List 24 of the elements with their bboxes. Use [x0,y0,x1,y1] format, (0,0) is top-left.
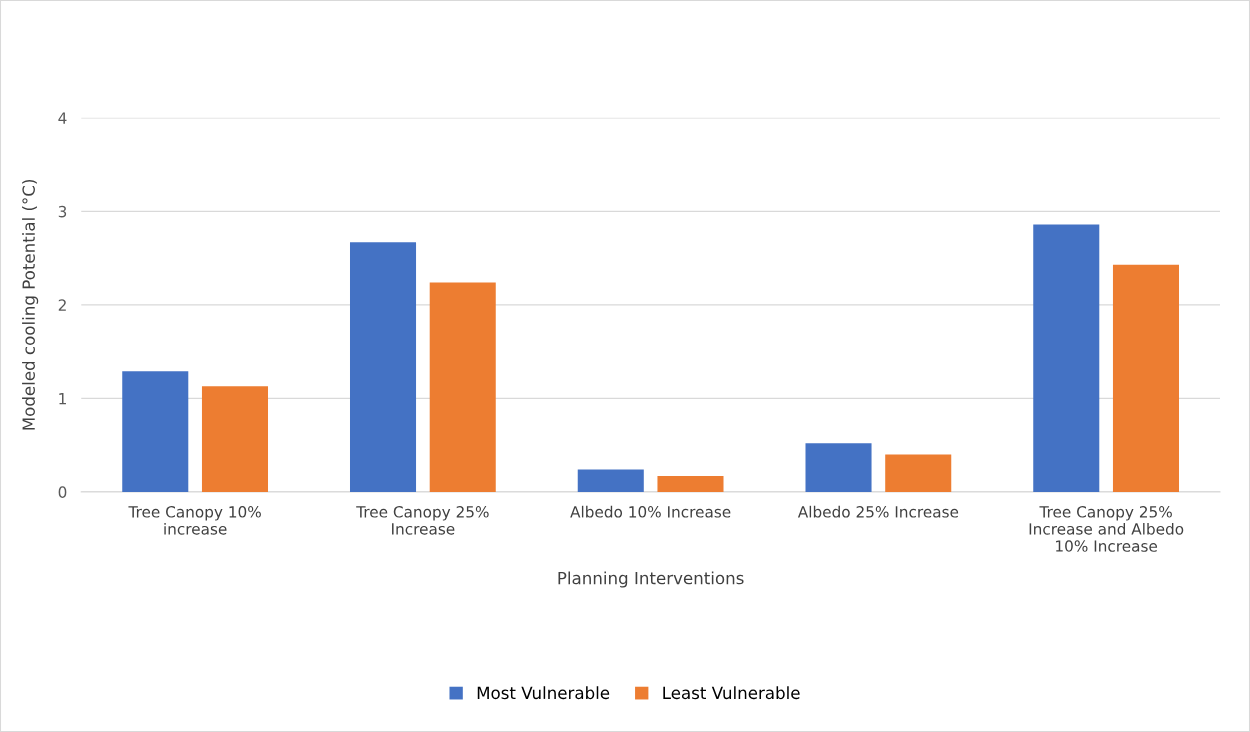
x-axis-title: Planning Interventions [558,571,744,588]
y-tick-label: 3 [58,205,67,218]
bar [885,454,952,492]
y-tick-label: 4 [58,112,67,124]
x-tick-label: Tree Canopy 25% Increase and Albedo 10% Increase [1029,506,1184,552]
legend-label: Least Vulnerable [663,686,800,700]
legend-label: Most Vulnerable [477,686,610,700]
y-tick-label: 0 [58,486,67,498]
bar [577,469,644,492]
x-tick-label: Tree Canopy 25% Increase [356,506,489,535]
y-tick-label: 1 [59,393,66,405]
x-tick-label: Tree Canopy 10% increase [128,506,261,535]
x-tick-label: Albedo 25% Increase [797,505,959,518]
bar [1033,224,1100,492]
x-tick-label: Albedo 10% Increase [570,505,731,518]
y-axis-title: Modeled cooling Potential (°C) [22,179,39,430]
bar [350,242,417,492]
bar [805,443,872,492]
y-tick-label: 2 [58,299,66,311]
bar [122,371,189,492]
bar [201,386,269,492]
bar [1112,264,1179,492]
bar [429,282,496,492]
bar [657,476,724,492]
